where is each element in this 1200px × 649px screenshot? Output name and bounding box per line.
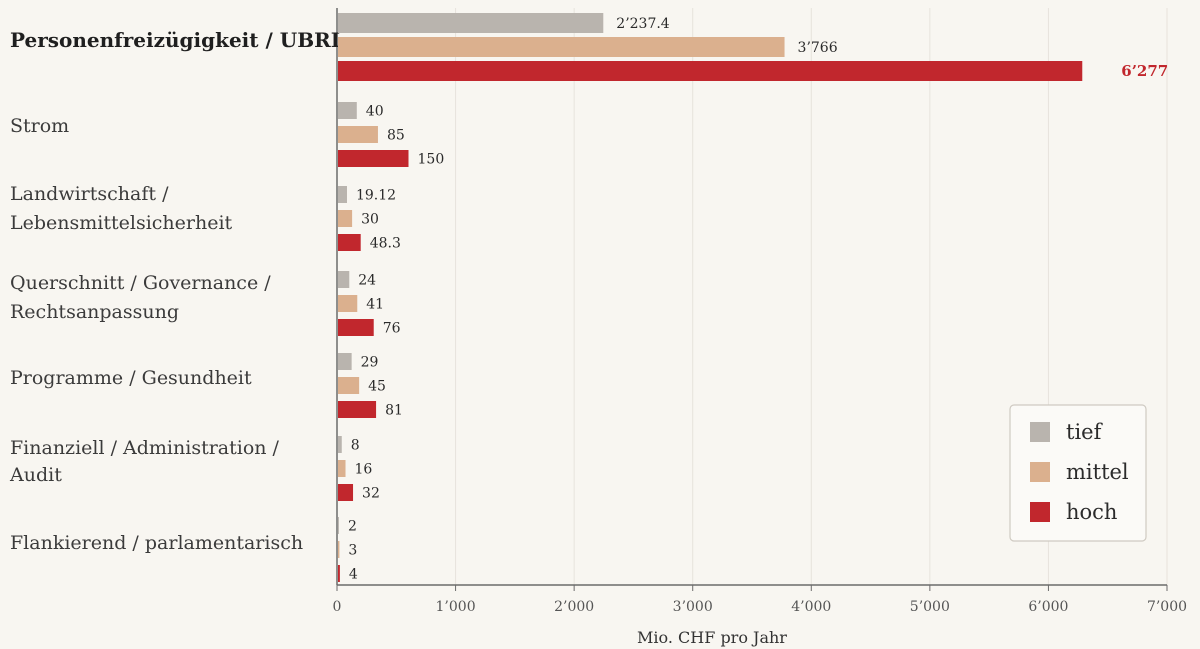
bar-tief: [338, 271, 350, 288]
data-label: 3’766: [798, 40, 838, 56]
category-label: Audit: [9, 464, 62, 486]
category-group: Finanziell / Administration / Audit 8 16 32: [9, 436, 380, 502]
bar-tief: [338, 353, 352, 370]
bar-hoch: [338, 234, 361, 251]
data-label: 19.12: [356, 188, 396, 204]
data-label: 30: [361, 212, 379, 228]
data-label: 2: [348, 519, 357, 535]
bar-mittel: [338, 377, 360, 394]
x-tick-label: 4’000: [791, 599, 831, 615]
category-label: Lebensmittelsicherheit: [10, 212, 233, 234]
data-label: 2’237.4: [616, 16, 670, 32]
category-group: Personenfreizügigkeit / UBRL 2’237.4 3’766…: [10, 13, 1168, 81]
data-label: 40: [366, 104, 384, 120]
gridlines: [455, 8, 1168, 585]
legend: tief mittel hoch: [1009, 404, 1147, 542]
data-label: 41: [366, 297, 384, 313]
bar-mittel: [338, 210, 353, 227]
x-tick-label: 3’000: [673, 599, 713, 615]
data-label: 16: [355, 462, 373, 478]
x-tick-label: 1’000: [436, 599, 476, 615]
data-label: 6’277: [1121, 62, 1168, 80]
data-label: 32: [362, 486, 380, 502]
bar-hoch: [338, 150, 409, 167]
category-label: Programme / Gesundheit: [10, 367, 252, 389]
data-label: 85: [387, 128, 405, 144]
bar-hoch: [338, 319, 374, 336]
bar-mittel: [338, 460, 346, 477]
category-label: Flankierend / parlamentarisch: [10, 532, 303, 554]
category-label: Querschnitt / Governance /: [10, 272, 271, 294]
bar-hoch: [338, 565, 340, 582]
legend-label-mittel: mittel: [1066, 460, 1129, 484]
data-label: 3: [348, 543, 357, 559]
category-group: Landwirtschaft / Lebensmittelsicherheit 19…: [10, 183, 401, 252]
bar-mittel: [338, 37, 785, 57]
category-label: Personenfreizügigkeit / UBRL: [10, 28, 345, 52]
data-label: 45: [368, 379, 386, 395]
category-label: Landwirtschaft /: [10, 183, 169, 205]
bar-tief: [338, 517, 339, 534]
bar-tief: [338, 102, 357, 119]
x-tick-label: 5’000: [910, 599, 950, 615]
data-label: 81: [385, 403, 403, 419]
legend-label-hoch: hoch: [1066, 500, 1117, 524]
category-label: Finanziell / Administration /: [10, 437, 280, 459]
bar-tief: [338, 436, 342, 453]
category-label: Strom: [10, 115, 69, 137]
category-label: Rechtsanpassung: [10, 301, 179, 323]
data-label: 8: [351, 438, 360, 454]
data-label: 24: [358, 273, 376, 289]
x-tick-label: 6’000: [1028, 599, 1068, 615]
data-label: 4: [349, 567, 358, 583]
x-axis-title: Mio. CHF pro Jahr: [637, 628, 787, 647]
bar-tief: [338, 13, 604, 33]
category-group: Programme / Gesundheit 29 45 81: [10, 353, 403, 419]
x-tick-label: 0: [333, 599, 342, 615]
data-label: 29: [361, 355, 379, 371]
x-tick-label: 2’000: [554, 599, 594, 615]
legend-swatch-tief: [1030, 422, 1050, 442]
bar-mittel: [338, 126, 378, 143]
data-label: 76: [383, 321, 401, 337]
category-group: Querschnitt / Governance / Rechtsanpassun…: [10, 271, 401, 337]
bar-hoch: [338, 61, 1083, 81]
bar-mittel: [338, 295, 358, 312]
bar-mittel: [338, 541, 340, 558]
x-tick-label: 7’000: [1147, 599, 1187, 615]
legend-swatch-mittel: [1030, 462, 1050, 482]
bar-tief: [338, 186, 347, 203]
legend-label-tief: tief: [1066, 420, 1104, 444]
data-label: 48.3: [370, 236, 401, 252]
legend-swatch-hoch: [1030, 502, 1050, 522]
category-group: Flankierend / parlamentarisch 2 3 4: [10, 517, 358, 583]
bar-hoch: [338, 484, 354, 501]
bar-hoch: [338, 401, 377, 418]
data-label: 150: [418, 152, 445, 168]
